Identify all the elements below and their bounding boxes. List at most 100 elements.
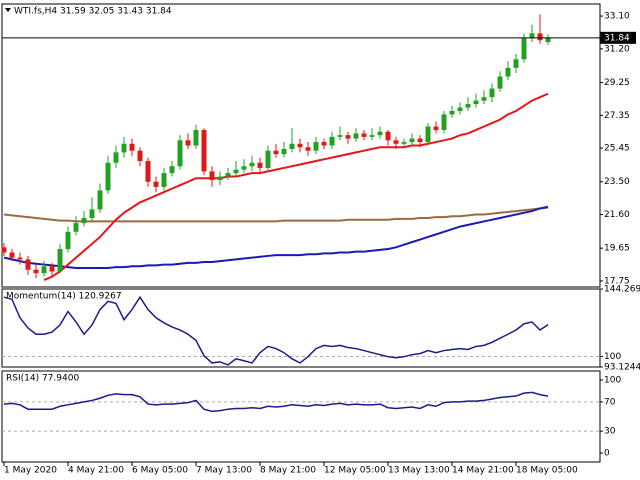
candle-body bbox=[97, 190, 103, 210]
candle-body bbox=[457, 107, 463, 111]
x-tick-label: 13 May 13:00 bbox=[388, 466, 450, 476]
candle-body bbox=[49, 266, 55, 272]
moving-average bbox=[3, 206, 549, 223]
y-tick-label: 33.10 bbox=[604, 12, 630, 22]
y-tick-label: 31.20 bbox=[604, 44, 630, 54]
candle-body bbox=[89, 209, 95, 218]
y-tick-label: 30 bbox=[604, 427, 616, 437]
x-tick-label: 1 May 2020 bbox=[4, 466, 57, 476]
moving-average bbox=[43, 92, 549, 282]
candle-body bbox=[73, 223, 79, 232]
candle-body bbox=[529, 33, 535, 39]
candle-body bbox=[241, 166, 247, 170]
x-tick-label: 4 May 21:00 bbox=[68, 466, 124, 476]
y-tick-label: 29.25 bbox=[604, 78, 630, 88]
y-tick-label: 23.50 bbox=[604, 177, 630, 187]
candle-body bbox=[521, 38, 527, 60]
candle-body bbox=[137, 150, 143, 162]
candle-body bbox=[177, 140, 183, 167]
x-tick-label: 7 May 13:00 bbox=[196, 466, 252, 476]
x-tick-label: 8 May 21:00 bbox=[260, 466, 316, 476]
y-tick-label: 100 bbox=[604, 375, 621, 385]
y-tick-label: 21.60 bbox=[604, 210, 630, 220]
candle-body bbox=[169, 166, 175, 174]
candle-body bbox=[305, 147, 311, 151]
candle-body bbox=[361, 133, 367, 137]
indicator-line bbox=[3, 391, 549, 413]
candle-body bbox=[321, 142, 327, 146]
panel-frame bbox=[1, 370, 601, 463]
candle-body bbox=[537, 33, 543, 41]
candle-body bbox=[161, 173, 167, 187]
x-tick-label: 12 May 05:00 bbox=[324, 466, 386, 476]
y-tick-label: 93.1244 bbox=[604, 363, 640, 373]
candle-body bbox=[545, 37, 551, 43]
candle-body bbox=[81, 217, 87, 224]
candle-body bbox=[121, 143, 127, 153]
candle-body bbox=[489, 88, 495, 98]
panel-frame bbox=[1, 288, 601, 368]
candle-body bbox=[193, 129, 199, 146]
x-tick-label: 6 May 05:00 bbox=[132, 466, 188, 476]
candle-body bbox=[409, 138, 415, 143]
collapse-icon bbox=[5, 8, 11, 12]
y-tick-label: 144.2699 bbox=[604, 285, 640, 295]
candle-body bbox=[497, 76, 503, 89]
candle-body bbox=[273, 150, 279, 155]
candle-body bbox=[505, 67, 511, 77]
y-tick-label: 17.75 bbox=[604, 276, 630, 286]
y-tick-label: 27.35 bbox=[604, 111, 630, 121]
candle-body bbox=[353, 133, 359, 139]
candle-body bbox=[145, 161, 151, 182]
candle-body bbox=[281, 148, 287, 155]
candle-body bbox=[481, 97, 487, 101]
candle-body bbox=[25, 259, 31, 270]
candle-body bbox=[33, 269, 39, 274]
candle-body bbox=[449, 110, 455, 115]
y-tick-label: 25.45 bbox=[604, 144, 630, 154]
panel-title: WTI.fs,H4 31.59 32.05 31.43 31.84 bbox=[14, 7, 172, 17]
candle-body bbox=[129, 143, 135, 151]
candle-body bbox=[201, 129, 207, 172]
indicator-line bbox=[3, 295, 549, 366]
candle-body bbox=[289, 143, 295, 149]
candle-body bbox=[473, 100, 479, 105]
candle-body bbox=[441, 114, 447, 130]
y-tick-label: 0 bbox=[604, 449, 610, 459]
candle-body bbox=[465, 104, 471, 108]
y-tick-label: 70 bbox=[604, 397, 616, 407]
candle-body bbox=[393, 140, 399, 144]
candle-body bbox=[369, 135, 375, 137]
x-tick-label: 14 May 21:00 bbox=[452, 466, 514, 476]
candle-body bbox=[265, 150, 271, 168]
candle-body bbox=[329, 136, 335, 146]
candle-body bbox=[233, 169, 239, 174]
candle-body bbox=[9, 252, 15, 258]
last-price-box bbox=[600, 31, 636, 44]
candle-body bbox=[105, 162, 111, 191]
candle-body bbox=[1, 247, 7, 253]
x-tick-label: 18 May 05:00 bbox=[516, 466, 578, 476]
candle-body bbox=[57, 249, 63, 272]
candle-body bbox=[217, 176, 223, 181]
candle-body bbox=[377, 131, 383, 136]
last-price-label: 31.84 bbox=[604, 33, 630, 43]
candle-body bbox=[249, 162, 255, 167]
candle-body bbox=[65, 231, 71, 250]
candle-body bbox=[17, 257, 23, 260]
panel-title: RSI(14) 77.9400 bbox=[6, 374, 79, 384]
candle-body bbox=[433, 126, 439, 130]
candle-body bbox=[401, 142, 407, 144]
candle-body bbox=[185, 140, 191, 146]
candle-body bbox=[337, 135, 343, 137]
panel-frame bbox=[1, 3, 601, 288]
candle-body bbox=[257, 162, 263, 168]
candle-body bbox=[513, 59, 519, 68]
candle-body bbox=[153, 181, 159, 187]
y-tick-label: 19.65 bbox=[604, 244, 630, 254]
candle-body bbox=[209, 171, 215, 181]
candle-body bbox=[417, 138, 423, 143]
panel-title: Momentum(14) 120.9267 bbox=[6, 292, 122, 302]
